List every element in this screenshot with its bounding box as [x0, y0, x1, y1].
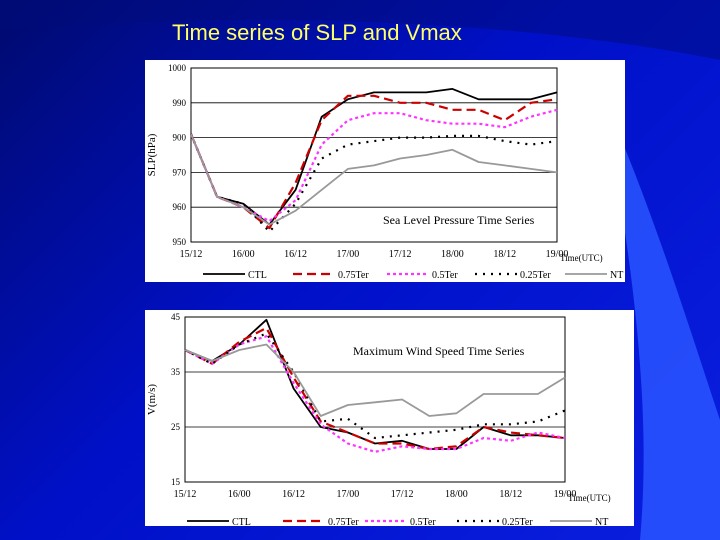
c2-legend-label: 0.75Ter: [328, 517, 359, 526]
c2-x-tick-label: 16/12: [282, 489, 305, 500]
c2-legend-label: NT: [595, 517, 608, 526]
c1-x-tick-label: 18/12: [493, 249, 516, 260]
c2-chart-title: Maximum Wind Speed Time Series: [353, 344, 525, 358]
c1-x-tick-label: 18/00: [441, 249, 464, 260]
slide-title: Time series of SLP and Vmax: [172, 20, 462, 45]
c2-series-line-nt: [184, 343, 566, 417]
c2-x-tick-label: 17/12: [391, 489, 414, 500]
c1-y-tick-label: 970: [173, 167, 187, 177]
c2-y-tick-label: 15: [171, 477, 181, 487]
c1-y-tick-label: 990: [173, 98, 187, 108]
c1-plot-frame: [190, 67, 558, 243]
slp-chart-svg: SLP(hPa) 950 960 970 900 990 1000 15/12 16/00 16/…: [146, 63, 623, 281]
c2-legend-label: CTL: [232, 517, 251, 526]
c1-chart-title: Sea Level Pressure Time Series: [383, 213, 535, 227]
c1-legend-label: CTL: [248, 270, 267, 281]
c2-x-tick-label: 19/00: [554, 489, 577, 500]
c1-legend-label: 0.75Ter: [338, 270, 369, 281]
c2-x-tick-label: 16/00: [228, 489, 251, 500]
c2-x-tick-label: 18/00: [445, 489, 468, 500]
c2-series-line-0-25ter: [184, 332, 566, 440]
c1-y-tick-label: 900: [173, 133, 187, 143]
vmax-chart-svg: V(m/s) 15 25 35 45 15/12 16/00 16/12 17/00 17/12 1…: [146, 312, 611, 528]
c1-y-tick-label: 950: [173, 237, 187, 247]
c1-series-line-ctl: [190, 87, 558, 226]
vmax-chart: V(m/s) 15 25 35 45 15/12 16/00 16/12 17/00 17/12 1…: [145, 310, 634, 528]
c1-legend-label: 0.25Ter: [520, 270, 551, 281]
c2-x-axis-label: Time(UTC): [568, 493, 611, 503]
c2-y-axis-label: V(m/s): [146, 384, 158, 416]
c2-series-line-ctl: [184, 318, 566, 450]
c2-legend-label: 0.5Ter: [410, 517, 436, 526]
c1-x-tick-label: 17/12: [389, 249, 412, 260]
c2-x-tick-label: 18/12: [499, 489, 522, 500]
c1-x-tick-label: 16/00: [232, 249, 255, 260]
c2-plot-frame: [184, 316, 566, 483]
c2-series-line-0-75ter: [184, 326, 566, 451]
c1-x-axis-label: Time(UTC): [560, 253, 603, 263]
c1-legend-label: NT: [610, 270, 623, 281]
c1-x-tick-label: 15/12: [180, 249, 203, 260]
c2-x-tick-label: 17/00: [336, 489, 359, 500]
c2-x-tick-label: 15/12: [174, 489, 197, 500]
c1-y-axis-label: SLP(hPa): [146, 133, 158, 176]
c1-x-tick-label: 19/00: [546, 249, 569, 260]
c2-y-tick-label: 25: [171, 422, 181, 432]
c1-x-tick-label: 16/12: [284, 249, 307, 260]
c1-legend-label: 0.5Ter: [432, 270, 458, 281]
c1-x-tick-label: 17/00: [336, 249, 359, 260]
c2-y-tick-label: 35: [171, 367, 181, 377]
c1-series-line-0-5ter: [189, 108, 558, 223]
slp-chart: SLP(hPa) 950 960 970 900 990 1000 15/12 16/00 16/…: [145, 60, 625, 282]
c1-series-line-0-75ter: [189, 94, 558, 230]
c1-y-tick-label: 1000: [168, 63, 187, 73]
c1-y-tick-label: 960: [173, 202, 187, 212]
c2-y-tick-label: 45: [171, 312, 181, 322]
c1-series-line-nt: [190, 133, 558, 226]
c2-legend-label: 0.25Ter: [502, 517, 533, 526]
